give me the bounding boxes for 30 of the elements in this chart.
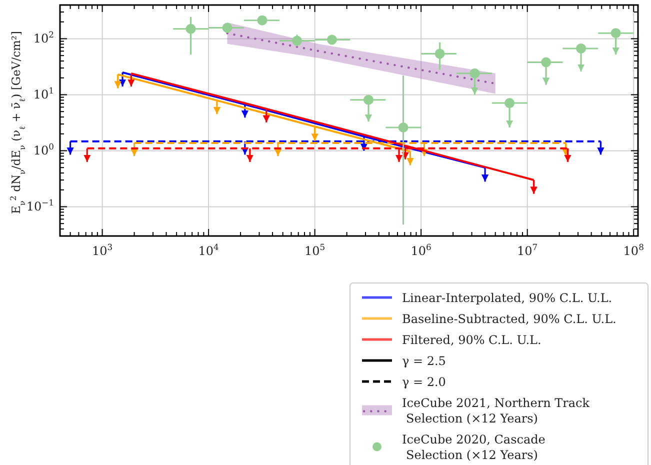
point bbox=[326, 34, 337, 45]
x-tick-label: 10$^{6}$ bbox=[410, 242, 432, 258]
point bbox=[363, 94, 374, 105]
point bbox=[434, 48, 445, 59]
x-tick-label: 10$^{4}$ bbox=[198, 242, 219, 258]
point bbox=[186, 24, 196, 34]
legend-label: Filtered, 90% C.L. U.L. bbox=[402, 333, 542, 347]
legend-label: γ = 2.5 bbox=[402, 354, 446, 368]
point bbox=[470, 68, 480, 78]
legend-label: IceCube 2020, Cascade Selection (×12 Years) bbox=[402, 432, 546, 462]
point bbox=[292, 36, 302, 46]
point bbox=[504, 98, 515, 108]
point bbox=[222, 22, 232, 33]
legend-label: γ = 2.0 bbox=[402, 375, 446, 389]
y-tick-label: 10$^{1}$ bbox=[33, 86, 54, 102]
legend-label: Baseline-Subtracted, 90% C.L. U.L. bbox=[402, 312, 616, 326]
point bbox=[398, 122, 408, 132]
point bbox=[257, 15, 268, 26]
x-tick-label: 10$^{8}$ bbox=[623, 242, 644, 258]
x-tick-label: 10$^{7}$ bbox=[517, 242, 538, 258]
x-tick-label: 10$^{3}$ bbox=[92, 242, 113, 258]
point bbox=[541, 57, 552, 68]
point bbox=[576, 43, 586, 54]
point bbox=[610, 28, 621, 38]
legend-label: IceCube 2021, Northern Track Selection (×12 Years) bbox=[402, 396, 590, 426]
y-tick-label: 10$^{0}$ bbox=[33, 142, 54, 158]
y-tick-label: 10$^{2}$ bbox=[33, 30, 54, 46]
x-tick-label: 10$^{5}$ bbox=[304, 242, 326, 258]
legend-label: Linear-Interpolated, 90% C.L. U.L. bbox=[402, 291, 612, 305]
y-tick-label: 10$^{−1}$ bbox=[26, 198, 54, 214]
